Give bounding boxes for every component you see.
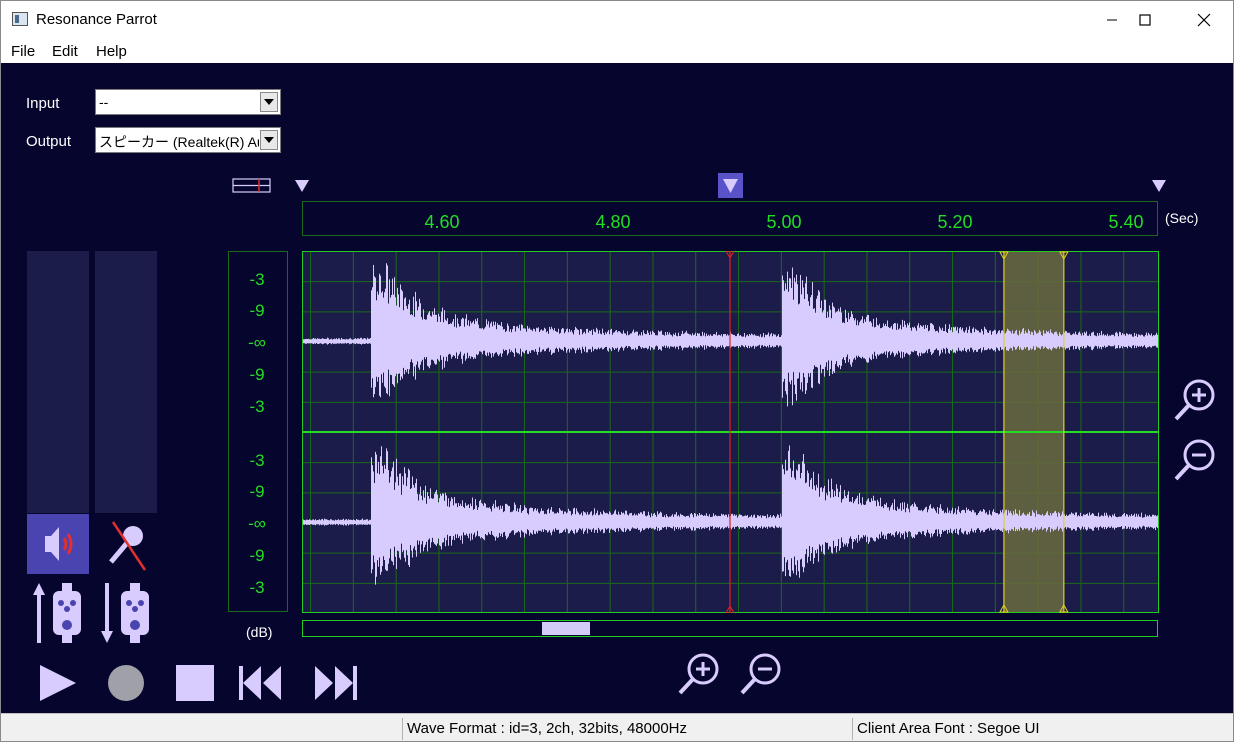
time-tick: 5.40 <box>1108 212 1144 232</box>
skip-back-button[interactable] <box>237 663 285 703</box>
output-select[interactable]: スピーカー (Realtek(R) Au <box>95 127 281 153</box>
zoom-out-icon <box>1174 439 1215 481</box>
selection-bottom-marker <box>999 603 1009 613</box>
menu-file[interactable]: File <box>11 43 36 60</box>
speaker-icon <box>45 527 73 561</box>
app-icon <box>12 12 28 26</box>
vertical-zoom-out-button[interactable] <box>1173 437 1219 483</box>
db-tick: -3 <box>249 270 265 289</box>
input-label: Input <box>26 95 60 112</box>
time-tick: 4.60 <box>424 212 460 232</box>
vertical-zoom-in-button[interactable] <box>1173 377 1219 423</box>
input-level-meter <box>95 251 157 513</box>
minimize-icon <box>1107 19 1117 20</box>
microphone-muted-icon <box>109 521 147 571</box>
skip-forward-icon <box>315 666 357 700</box>
zoom-in-icon <box>678 653 719 695</box>
db-tick: -9 <box>249 301 265 320</box>
triangle-down-icon <box>295 180 309 192</box>
microphone-toggle-button[interactable] <box>95 514 157 574</box>
timeline-scrollbar[interactable] <box>302 620 1158 637</box>
skip-forward-button[interactable] <box>311 663 359 703</box>
maximize-icon <box>1139 13 1151 26</box>
output-select-value: スピーカー (Realtek(R) Au <box>99 134 259 150</box>
menu-bar: File Edit Help <box>1 38 1233 63</box>
skip-back-icon <box>239 666 281 700</box>
time-tick: 5.20 <box>937 212 973 232</box>
input-dropdown-button[interactable] <box>260 92 278 112</box>
chevron-down-icon <box>264 137 274 143</box>
db-tick: -3 <box>249 397 265 416</box>
waveform-display[interactable] <box>302 251 1159 613</box>
play-button[interactable] <box>37 663 79 703</box>
stop-icon <box>176 665 214 701</box>
effect-pedal-down-icon <box>101 583 149 643</box>
status-bar: Wave Format : id=3, 2ch, 32bits, 48000Hz… <box>1 713 1233 741</box>
db-tick: -3 <box>249 578 265 597</box>
menu-help[interactable]: Help <box>96 43 127 60</box>
menu-edit[interactable]: Edit <box>52 43 78 60</box>
output-label: Output <box>26 133 72 150</box>
db-tick: -9 <box>249 482 265 501</box>
minimize-button[interactable] <box>1089 1 1135 38</box>
play-icon <box>40 665 76 701</box>
db-tick: -∞ <box>248 514 266 533</box>
client-area: Input -- Output スピーカー (Realtek(R) Au <box>1 63 1233 713</box>
start-marker[interactable] <box>294 179 310 198</box>
db-tick: -9 <box>249 546 265 565</box>
window-title: Resonance Parrot <box>36 11 157 28</box>
close-button[interactable] <box>1181 1 1227 38</box>
channel-view-toggle[interactable] <box>232 178 272 194</box>
cursor-bottom-marker <box>725 604 735 613</box>
stop-button[interactable] <box>175 663 215 703</box>
cursor-top-marker <box>725 251 735 260</box>
time-unit-label: (Sec) <box>1165 210 1199 226</box>
selection-top-marker <box>1058 251 1069 261</box>
output-level-meter <box>27 251 89 513</box>
time-tick: 4.80 <box>595 212 631 232</box>
title-bar: Resonance Parrot <box>1 1 1233 38</box>
playhead-marker[interactable] <box>718 173 743 198</box>
triangle-down-icon <box>1152 180 1166 192</box>
horizontal-zoom-out-button[interactable] <box>739 651 785 697</box>
db-tick: -3 <box>249 451 265 470</box>
selection-top-marker <box>999 251 1009 261</box>
horizontal-zoom-in-button[interactable] <box>677 651 723 697</box>
maximize-button[interactable] <box>1122 1 1168 38</box>
chevron-down-icon <box>264 99 274 105</box>
time-tick: 5.00 <box>766 212 802 232</box>
font-status: Client Area Font : Segoe UI <box>852 718 1233 740</box>
end-marker[interactable] <box>1151 179 1167 198</box>
input-effect-button[interactable] <box>97 579 157 647</box>
wave-format-status: Wave Format : id=3, 2ch, 32bits, 48000Hz <box>402 718 852 740</box>
record-button[interactable] <box>105 663 147 703</box>
db-unit-label: (dB) <box>246 624 273 640</box>
effect-pedal-up-icon <box>33 583 81 643</box>
input-select-value: -- <box>99 94 109 110</box>
triangle-down-icon <box>723 179 738 193</box>
db-tick: -9 <box>249 365 265 384</box>
selection-bottom-marker <box>1058 603 1069 613</box>
output-dropdown-button[interactable] <box>260 130 278 150</box>
close-icon <box>1197 13 1211 26</box>
input-select[interactable]: -- <box>95 89 281 115</box>
amplitude-scale <box>228 251 288 612</box>
db-tick: -∞ <box>248 333 266 352</box>
scrollbar-thumb[interactable] <box>542 622 590 635</box>
record-icon <box>108 665 144 701</box>
time-ruler[interactable]: 4.60 4.80 5.00 5.20 5.40 <box>302 201 1158 236</box>
zoom-out-icon <box>740 653 781 695</box>
zoom-in-icon <box>1174 379 1215 421</box>
speaker-toggle-button[interactable] <box>27 514 89 574</box>
output-effect-button[interactable] <box>29 579 89 647</box>
channel-view-icon <box>232 178 271 193</box>
